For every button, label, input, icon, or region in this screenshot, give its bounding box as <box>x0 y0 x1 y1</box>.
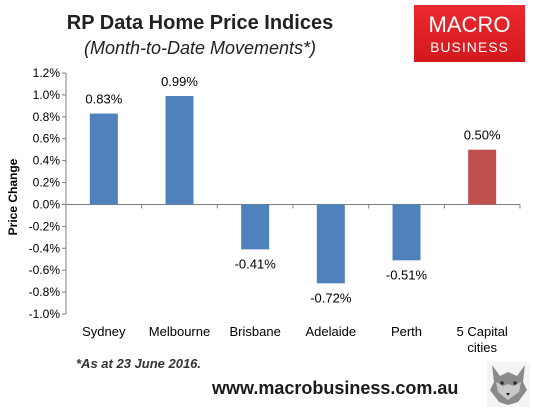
category-label: Melbourne <box>149 324 210 339</box>
y-tick-label: -1.0% <box>29 307 61 321</box>
logo-line-2: BUSINESS <box>430 39 509 55</box>
y-tick-label: 0.8% <box>33 110 61 124</box>
macrobusiness-logo: MACRO BUSINESS <box>414 5 525 62</box>
website-url[interactable]: www.macrobusiness.com.au <box>212 378 459 398</box>
wolf-icon <box>487 362 530 407</box>
y-tick-label: -0.2% <box>29 219 61 233</box>
chart-subtitle: (Month-to-Date Movements*) <box>83 38 317 58</box>
chart-title: RP Data Home Price Indices <box>66 12 334 34</box>
bar <box>392 204 421 261</box>
bar-layer <box>89 96 497 284</box>
bar <box>316 204 345 284</box>
data-label: -0.41% <box>235 256 277 271</box>
bar <box>165 96 194 205</box>
y-tick-label: 1.2% <box>33 66 61 80</box>
y-tick-label: -0.8% <box>29 285 61 299</box>
label-layer: 0.83% Sydney 0.99% Melbourne -0.41% Brisbane -… <box>82 74 508 355</box>
data-label: 0.99% <box>161 74 198 89</box>
y-tick-label: -0.6% <box>29 263 61 277</box>
category-label: 5 Capital cities <box>457 324 508 355</box>
y-tick-label: 1.0% <box>33 88 61 102</box>
category-label: Sydney <box>82 324 126 339</box>
y-tick-label: 0.0% <box>33 197 61 211</box>
bar <box>89 113 118 205</box>
logo-line-1: MACRO <box>428 12 511 37</box>
category-label: Perth <box>391 324 422 339</box>
category-label: Brisbane <box>230 324 281 339</box>
y-axis-label: Price Change <box>6 158 20 235</box>
y-tick-label: 0.4% <box>33 154 61 168</box>
bar <box>468 149 497 205</box>
bar <box>241 204 270 250</box>
y-tick-label: -0.4% <box>29 241 61 255</box>
y-tick-label: 0.2% <box>33 176 61 190</box>
category-label: Adelaide <box>306 324 357 339</box>
data-label: -0.51% <box>386 267 428 282</box>
data-label: 0.50% <box>464 128 501 143</box>
data-label: 0.83% <box>85 92 122 107</box>
y-tick-label: 0.6% <box>33 132 61 146</box>
data-label: -0.72% <box>310 290 352 305</box>
axis-layer: 1.2% 1.0% 0.8% 0.6% 0.4% 0.2% 0.0% -0.2% -0.4% -0… <box>29 66 521 321</box>
footnote: *As at 23 June 2016. <box>76 356 202 371</box>
